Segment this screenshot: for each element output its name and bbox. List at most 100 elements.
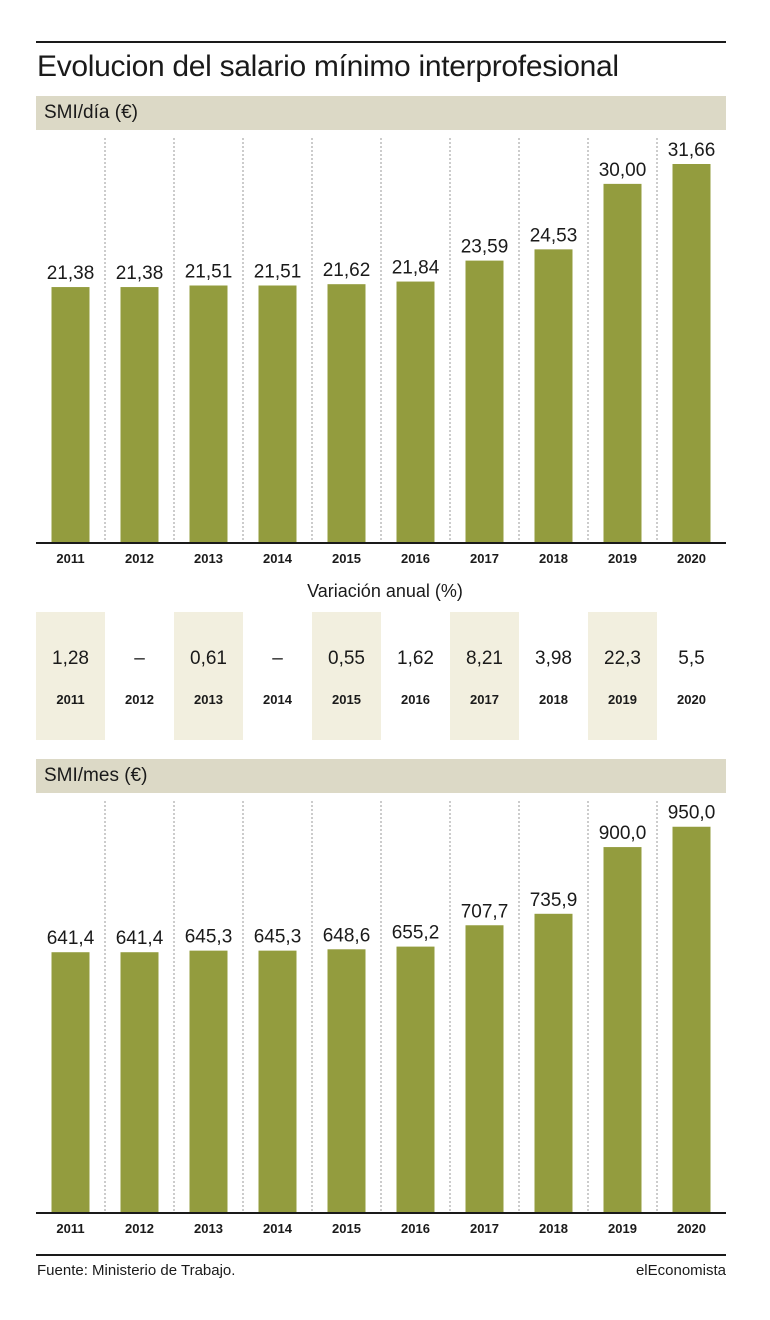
variation-value: 1,28 — [52, 648, 89, 669]
monthly-year-label: 2014 — [263, 1221, 293, 1236]
daily-year-label: 2018 — [539, 551, 568, 566]
variation-year: 2014 — [263, 692, 292, 707]
source-note: Fuente: Ministerio de Trabajo. — [37, 1262, 236, 1279]
variation-cell-2014: – 2014 — [243, 612, 312, 740]
variation-cell-2011: 1,28 2011 — [36, 612, 105, 740]
daily-bar-2012 — [120, 287, 159, 543]
monthly-value-label: 950,0 — [668, 803, 716, 824]
variation-cell-2013: 0,61 2013 — [174, 612, 243, 740]
daily-year-label: 2011 — [56, 551, 84, 566]
daily-value-label: 30,00 — [599, 160, 647, 181]
monthly-year-label: 2016 — [401, 1221, 430, 1236]
variation-cell-2017: 8,21 2017 — [450, 612, 519, 740]
variation-year: 2017 — [470, 692, 499, 707]
daily-value-label: 23,59 — [461, 237, 509, 258]
daily-year-label: 2017 — [470, 551, 499, 566]
page-title: Evolucion del salario mínimo interprofes… — [37, 50, 619, 83]
daily-value-label: 31,66 — [668, 140, 716, 161]
variation-year: 2019 — [608, 692, 637, 707]
daily-bar-2018 — [534, 249, 573, 543]
variation-value: 3,98 — [535, 648, 572, 669]
monthly-bar-2015 — [327, 949, 366, 1213]
daily-bar-2011 — [51, 287, 90, 543]
variation-value: – — [272, 648, 283, 669]
variation-year: 2013 — [194, 692, 223, 707]
monthly-value-label: 735,9 — [530, 890, 578, 911]
monthly-value-label: 645,3 — [254, 927, 302, 948]
monthly-bar-2018 — [534, 913, 573, 1213]
monthly-bar-2016 — [396, 946, 435, 1213]
variation-value: 0,61 — [190, 648, 227, 669]
daily-value-label: 24,53 — [530, 225, 578, 246]
variation-value: 5,5 — [678, 648, 705, 669]
monthly-bar-2011 — [51, 952, 90, 1213]
monthly-year-label: 2015 — [332, 1221, 361, 1236]
variation-year: 2012 — [125, 692, 154, 707]
daily-bar-2017 — [465, 260, 504, 543]
section-header-monthly: SMI/mes (€) — [36, 759, 726, 793]
section-header-daily: SMI/día (€) — [36, 96, 726, 130]
daily-value-label: 21,51 — [254, 262, 302, 283]
monthly-bar-2019 — [603, 847, 642, 1213]
daily-value-label: 21,62 — [323, 260, 371, 281]
section-title-daily: SMI/día (€) — [44, 102, 138, 123]
monthly-bar-2014 — [258, 950, 297, 1213]
monthly-value-label: 645,3 — [185, 927, 233, 948]
bottom-rule — [36, 1254, 726, 1256]
daily-year-label: 2015 — [332, 551, 361, 566]
monthly-bar-2012 — [120, 952, 159, 1213]
variation-year: 2016 — [401, 692, 430, 707]
monthly-year-label: 2012 — [125, 1221, 154, 1236]
daily-value-label: 21,38 — [47, 263, 95, 284]
daily-year-label: 2020 — [677, 551, 706, 566]
variation-year: 2020 — [677, 692, 706, 707]
monthly-year-label: 2018 — [539, 1221, 568, 1236]
variation-cell-2012: – 2012 — [105, 612, 174, 740]
monthly-year-label: 2011 — [56, 1221, 84, 1236]
variation-year: 2011 — [56, 692, 85, 707]
variation-cell-2020: 5,5 2020 — [657, 612, 726, 740]
monthly-value-label: 655,2 — [392, 923, 440, 944]
daily-value-label: 21,51 — [185, 262, 233, 283]
variation-title: Variación anual (%) — [307, 581, 463, 601]
section-title-monthly: SMI/mes (€) — [44, 765, 148, 786]
variation-year: 2018 — [539, 692, 568, 707]
monthly-value-label: 641,4 — [116, 928, 164, 949]
daily-value-label: 21,38 — [116, 263, 164, 284]
monthly-year-label: 2013 — [194, 1221, 223, 1236]
daily-bar-2014 — [258, 285, 297, 543]
monthly-value-label: 641,4 — [47, 928, 95, 949]
monthly-bar-2013 — [189, 950, 228, 1213]
top-rule — [36, 41, 726, 43]
variation-value: 8,21 — [466, 648, 503, 669]
variation-value: – — [134, 648, 145, 669]
daily-year-label: 2013 — [194, 551, 223, 566]
monthly-value-label: 648,6 — [323, 925, 371, 946]
daily-year-label: 2019 — [608, 551, 637, 566]
monthly-bar-2017 — [465, 925, 504, 1213]
variation-table: 1,28 2011 – 2012 0,61 2013 – 2014 0,55 2015 1,62 20… — [36, 612, 726, 740]
daily-bar-2020 — [672, 163, 711, 543]
variation-cell-2018: 3,98 2018 — [519, 612, 588, 740]
variation-value: 0,55 — [328, 648, 365, 669]
variation-cell-2015: 0,55 2015 — [312, 612, 381, 740]
daily-bar-2015 — [327, 284, 366, 543]
monthly-year-label: 2019 — [608, 1221, 637, 1236]
variation-cell-2019: 22,3 2019 — [588, 612, 657, 740]
monthly-year-label: 2020 — [677, 1221, 706, 1236]
monthly-year-label: 2017 — [470, 1221, 499, 1236]
daily-bar-2019 — [603, 183, 642, 543]
daily-wage-bar-chart: 21,38 2011 21,38 2012 21,51 2013 21,51 2014 21,6… — [36, 138, 726, 566]
variation-cell-2016: 1,62 2016 — [381, 612, 450, 740]
brand-logo: elEconomista — [635, 1262, 726, 1279]
daily-bar-2013 — [189, 285, 228, 543]
monthly-value-label: 707,7 — [461, 901, 509, 922]
daily-value-label: 21,84 — [392, 258, 440, 279]
monthly-value-label: 900,0 — [599, 823, 647, 844]
daily-year-label: 2014 — [263, 551, 293, 566]
daily-bar-2016 — [396, 281, 435, 543]
monthly-bar-2020 — [672, 826, 711, 1213]
variation-year: 2015 — [332, 692, 361, 707]
variation-value: 1,62 — [397, 648, 434, 669]
variation-value: 22,3 — [604, 648, 641, 669]
